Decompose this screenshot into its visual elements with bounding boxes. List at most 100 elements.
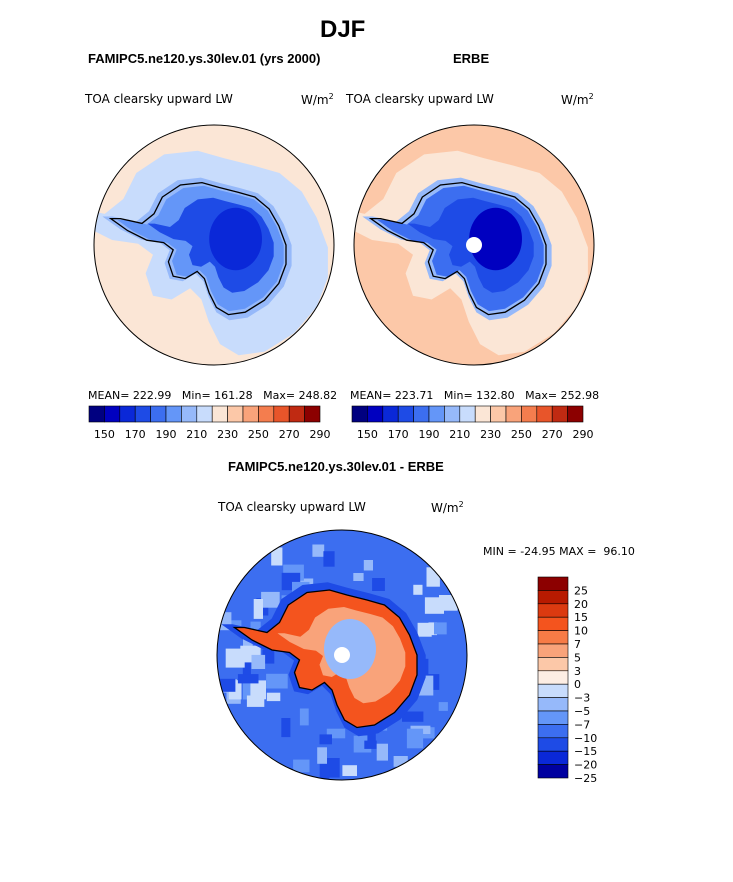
colorbar-swatch [505,405,522,423]
colorbar-tick-label: 230 [480,428,501,441]
max-number: 252.98 [560,389,600,402]
region-ocean-patch [428,622,437,636]
map-diff [217,530,467,780]
missing-data-pole [466,237,482,253]
colorbar-swatch [537,697,569,712]
colorbar-swatch [567,405,584,423]
colorbar-level-label: 15 [574,611,588,624]
colorbar-swatch [351,405,368,423]
region-ocean-patch [242,659,251,677]
mean-label: MEAN= [88,389,130,402]
region-ocean-patch [299,708,309,726]
colorbar-level-label: 0 [574,678,581,691]
region-plateau [209,207,262,271]
region-ocean-patch [250,680,266,700]
panel-diff-variable: TOA clearsky upward LW [218,500,366,514]
panel-model-stats: MEAN= MEAN=222.99 Min= 161.28 Max= 248.8… [88,389,337,402]
region-ocean-patch [434,622,447,635]
colorbar-swatch [537,576,569,591]
colorbar-level-label: −3 [574,692,590,705]
region-ocean-patch [326,728,346,739]
colorbar-tick-label: 170 [125,428,146,441]
map-model [94,125,334,365]
region-ocean-patch [413,584,423,595]
colorbar-swatch [537,643,569,658]
colorbar-level-label: 20 [574,598,588,611]
max-number: 248.82 [298,389,338,402]
region-ocean-patch [393,756,408,767]
coastline [232,589,418,729]
colorbar-tick-label: 290 [310,428,331,441]
colorbar-swatch [537,724,569,739]
region-plateau-patch [324,619,376,679]
panel-obs-units: W/m2 [561,92,594,107]
figure-title: DJF [320,16,366,43]
units-text: W/m [561,93,589,107]
region-ocean-patch [424,597,444,614]
colorbar-swatch [413,405,430,423]
colorbar-model: 150 170 190 210 230 250 270 290 [88,405,331,441]
region-ocean-patch [438,702,448,711]
region-ocean-patch [342,765,357,776]
colorbar-level-label: 5 [574,651,581,664]
region-ocean-patch [266,692,281,702]
region-ocean-patch [293,759,310,773]
colorbar-tick-label: 150 [94,428,115,441]
max-number: 96.10 [603,545,635,558]
min-number: 161.28 [214,389,253,402]
region-ocean-patch [242,681,252,700]
region-ocean-patch [262,649,275,664]
colorbar-swatch [304,405,321,423]
colorbar-swatch [382,405,399,423]
colorbar-swatch [537,603,569,618]
colorbar-swatch [150,405,167,423]
coastline [108,181,287,316]
colorbar-swatch [537,657,569,672]
panel-model-units: W/m2 [301,92,334,107]
panel-obs-variable: TOA clearsky upward LW [346,92,494,106]
colorbar-swatch [537,630,569,645]
region-ocean-patch [312,544,325,557]
colorbar-swatch [211,405,228,423]
colorbar-tick-label: 210 [186,428,207,441]
region-ocean-patch [217,678,236,692]
colorbar-swatch [181,405,198,423]
colorbar-tick-label: 210 [449,428,470,441]
panel-obs-stats: MEAN= 223.71 Min= 132.80 Max= 252.98 [350,389,599,402]
colorbar-swatch [273,405,290,423]
colorbar-swatch [119,405,136,423]
region-ocean-patch [353,573,364,581]
region-ocean-patch [323,551,335,567]
mean-number: 223.71 [394,389,434,402]
region-plateau [469,207,522,271]
coastline [368,181,547,316]
region-ocean-patch [372,578,385,591]
colorbar-tick-label: 230 [217,428,238,441]
colorbar-level-label: 10 [574,625,588,638]
colorbar-obs: 150 170 190 210 230 250 270 290 [351,405,594,441]
panel-obs-header: ERBE [453,51,490,66]
min-label: Min= [443,389,473,402]
colorbar-level-label: 25 [574,584,588,597]
colorbar-tick-label: 270 [279,428,300,441]
region-ocean-patch [225,648,245,668]
min-number: 132.80 [476,389,515,402]
colorbar-level-label: −15 [574,745,597,758]
units-exponent: 2 [588,92,594,101]
mean-label: MEAN= [350,389,392,402]
colorbar-swatch [537,750,569,765]
panel-model-header: FAMIPC5.ne120.ys.30lev.01 (yrs 2000) [88,51,321,66]
region-ocean-patch [261,591,280,608]
panel-diff-stats: MIN = -24.95 MAX = 96.10 [483,545,635,558]
min-label: MIN = [483,545,517,558]
colorbar-swatch [536,405,553,423]
map-diff-border [216,529,468,781]
region-ocean-patch [376,743,388,761]
region-ocean-patch [266,673,288,689]
region-ocean-patch [237,674,259,684]
colorbar-swatch [551,405,568,423]
colorbar-swatch [537,764,569,779]
region-ocean-patch [321,768,330,780]
colorbar-swatch [397,405,414,423]
colorbar-swatch [537,590,569,605]
